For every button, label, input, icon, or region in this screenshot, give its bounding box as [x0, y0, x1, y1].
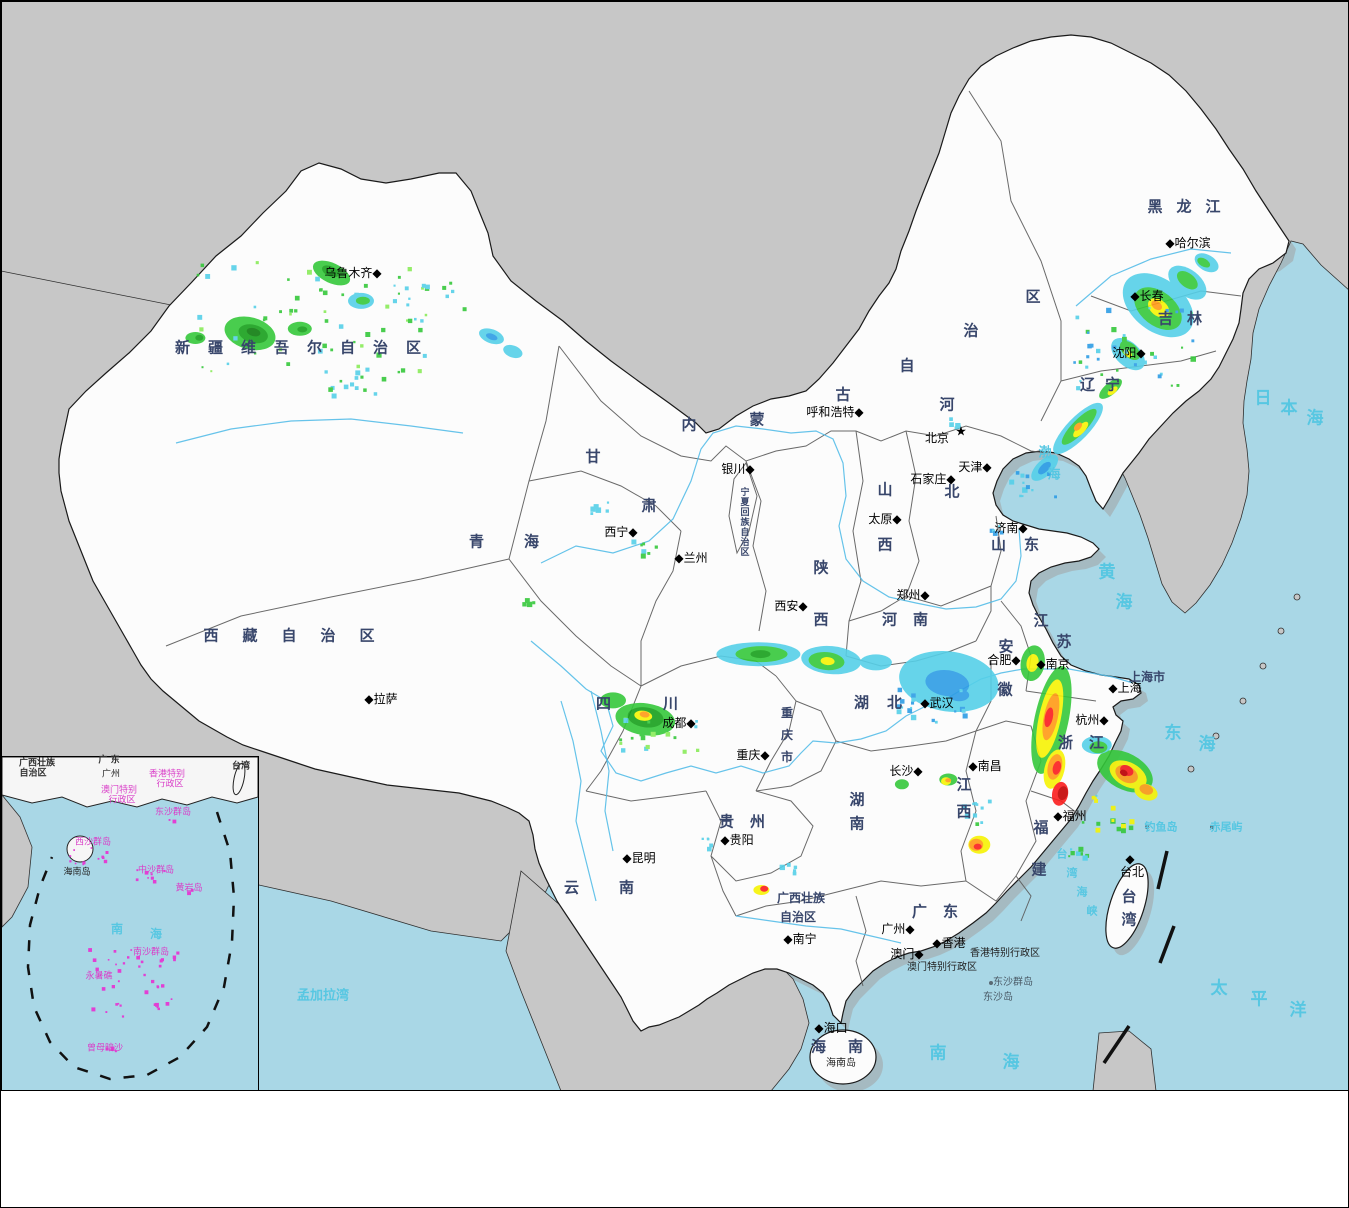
radar-echoes	[185, 253, 1219, 895]
inset-vietnam-coast	[1, 793, 33, 928]
inset-nine-dash-line	[26, 811, 236, 1081]
map-frame	[1, 1, 1348, 1091]
songhua-river	[1075, 248, 1232, 307]
pearl-river	[735, 915, 902, 944]
inset-island-markers	[69, 819, 194, 1053]
province-boundaries	[165, 90, 1242, 987]
hainan-island	[809, 1029, 877, 1085]
yellow-river	[540, 425, 1022, 610]
inset-china-coast	[1, 756, 259, 808]
china-radar-map: 黑龙江 吉林 辽宁内蒙古自治区新疆维吾尔自治区甘肃青海 西藏自治区 四川 云南 贵州 广西壮族…	[1, 1, 1348, 1091]
inset-taiwan	[232, 762, 246, 796]
southwest-river-2	[590, 690, 614, 852]
legend-panel: 全国雷达拼图 [2026-04-14 20:24:00] [ 组合反射率 ] 5…	[1, 1091, 1348, 1207]
small-islands	[989, 825, 1214, 985]
inset-hainan	[66, 835, 94, 863]
southwest-river-1	[560, 700, 597, 902]
inset-svg	[1, 756, 259, 1090]
maritime-boundary-dashes	[1102, 850, 1176, 1064]
south-china-sea-inset	[1, 756, 259, 1091]
taiwan-island	[1105, 863, 1149, 949]
tarim-river	[175, 418, 464, 444]
inset-sea	[2, 757, 258, 1090]
